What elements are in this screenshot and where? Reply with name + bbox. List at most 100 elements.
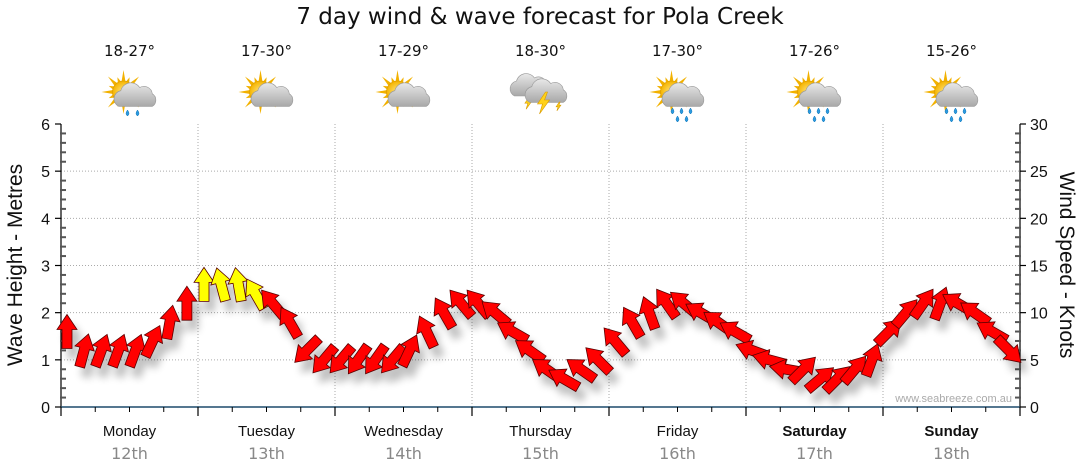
temperature-range: 17-29° <box>378 42 429 60</box>
sun-ray <box>806 70 811 83</box>
rain-drop <box>675 115 680 123</box>
forecast-header: 18-27° 17-30° 17-29° 18-30° 17-30° 17-26° 15-2… <box>101 42 979 123</box>
date-label: 12th <box>111 444 148 463</box>
rain-drop <box>812 115 817 123</box>
wind-arrow <box>90 333 112 369</box>
date-label: 17th <box>796 444 833 463</box>
right-tick-label: 30 <box>1030 117 1048 134</box>
watermark: www.seabreeze.com.au <box>894 393 1012 405</box>
rain-drop <box>688 107 693 115</box>
left-tick-label: 6 <box>41 117 50 134</box>
rain-drop <box>953 107 958 115</box>
cloud-shape <box>387 82 431 107</box>
day-label: Monday <box>103 423 157 440</box>
rain-drop <box>958 115 963 123</box>
sun-ray <box>943 70 948 83</box>
partly-cloudy-rain-icon <box>923 70 979 123</box>
wind-arrow <box>107 333 130 369</box>
wind-arrow <box>347 342 373 375</box>
date-label: 13th <box>248 444 285 463</box>
rain-drop <box>949 115 954 123</box>
partly-cloudy-rain-icon <box>786 70 842 123</box>
day-forecast-header: 17-26° <box>786 42 842 123</box>
sun-ray <box>923 89 937 95</box>
wind-arrow <box>992 334 1022 363</box>
wind-arrow <box>719 321 753 345</box>
day-label: Wednesday <box>364 423 443 440</box>
right-tick-label: 10 <box>1030 306 1048 323</box>
cloud-shape <box>661 82 705 107</box>
sun-ray <box>238 89 252 95</box>
rain-drop <box>807 107 812 115</box>
rain-drop <box>135 109 140 117</box>
wind-arrow <box>566 359 599 384</box>
left-tick-label: 2 <box>41 306 50 323</box>
wind-arrow <box>449 289 477 321</box>
sun-ray <box>649 89 663 95</box>
cloud-shape <box>935 82 979 107</box>
partly-cloudy-icon <box>238 70 294 114</box>
cloud-body <box>524 78 568 103</box>
wind-arrow <box>381 342 408 374</box>
day-label: Tuesday <box>238 423 295 440</box>
wind-arrow <box>638 296 661 331</box>
date-label: 16th <box>659 444 696 463</box>
day-forecast-header: 18-27° <box>101 42 157 117</box>
temperature-range: 17-30° <box>652 42 703 60</box>
wind-arrow <box>329 342 357 374</box>
cloud-body <box>935 82 979 107</box>
wind-arrow <box>585 347 615 376</box>
rain-drop <box>816 107 821 115</box>
cloud-body <box>387 82 431 107</box>
wind-arrow <box>496 321 531 345</box>
cloud-body <box>661 82 705 107</box>
wind-arrow <box>860 343 883 378</box>
left-tick-label: 0 <box>41 400 50 417</box>
wind-arrow <box>74 333 95 369</box>
left-tick-label: 3 <box>41 259 50 276</box>
day-label: Saturday <box>782 423 847 440</box>
wind-arrow <box>279 306 303 340</box>
cloud-shape <box>113 82 157 107</box>
right-tick-label: 25 <box>1030 164 1048 181</box>
wind-arrow <box>176 285 198 321</box>
day-forecast-header: 17-29° <box>375 42 431 114</box>
wind-arrow <box>312 342 340 374</box>
cloud-body <box>113 82 157 107</box>
axes: 0 1 2 3 4 5 6 0 5 10 15 20 25 30 Monday 12th Tuesday 13th… <box>41 117 1048 463</box>
day-forecast-header: 15-26° <box>923 42 979 123</box>
wind-arrow <box>210 267 232 303</box>
rain-drop <box>670 107 675 115</box>
right-axis-title: Wind Speed - Knots <box>1055 172 1078 359</box>
wind-arrow <box>908 288 934 321</box>
date-label: 14th <box>385 444 422 463</box>
day-label: Thursday <box>509 423 572 440</box>
sun-ray <box>101 89 115 95</box>
wind-arrow <box>365 342 390 375</box>
left-tick-label: 4 <box>41 211 50 228</box>
temperature-range: 17-30° <box>241 42 292 60</box>
temperature-range: 15-26° <box>926 42 977 60</box>
chart-title: 7 day wind & wave forecast for Pola Cree… <box>296 4 784 30</box>
wind-arrow <box>397 334 420 369</box>
wind-arrow <box>621 306 646 340</box>
sun-ray <box>786 89 800 95</box>
partly-cloudy-icon <box>375 70 431 114</box>
rain-drop <box>821 115 826 123</box>
day-forecast-header: 18-30° <box>509 42 568 115</box>
sun-ray <box>258 70 263 83</box>
rain-drop <box>125 109 130 117</box>
right-tick-label: 15 <box>1030 259 1048 276</box>
temperature-range: 18-30° <box>515 42 566 60</box>
day-label: Friday <box>657 423 699 440</box>
right-tick-label: 0 <box>1030 400 1039 417</box>
partly-cloudy-rain-icon <box>649 70 705 123</box>
sun-ray <box>375 89 389 95</box>
sun-ray <box>121 70 126 83</box>
grid-lines <box>61 124 1020 407</box>
cloud-body <box>250 82 294 107</box>
day-label: Sunday <box>924 423 979 440</box>
cloud-shape <box>798 82 842 107</box>
thunderstorm-icon <box>509 73 568 115</box>
